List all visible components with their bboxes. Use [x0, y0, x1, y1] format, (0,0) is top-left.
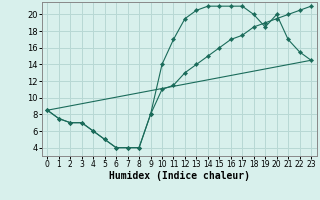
X-axis label: Humidex (Indice chaleur): Humidex (Indice chaleur) — [109, 171, 250, 181]
